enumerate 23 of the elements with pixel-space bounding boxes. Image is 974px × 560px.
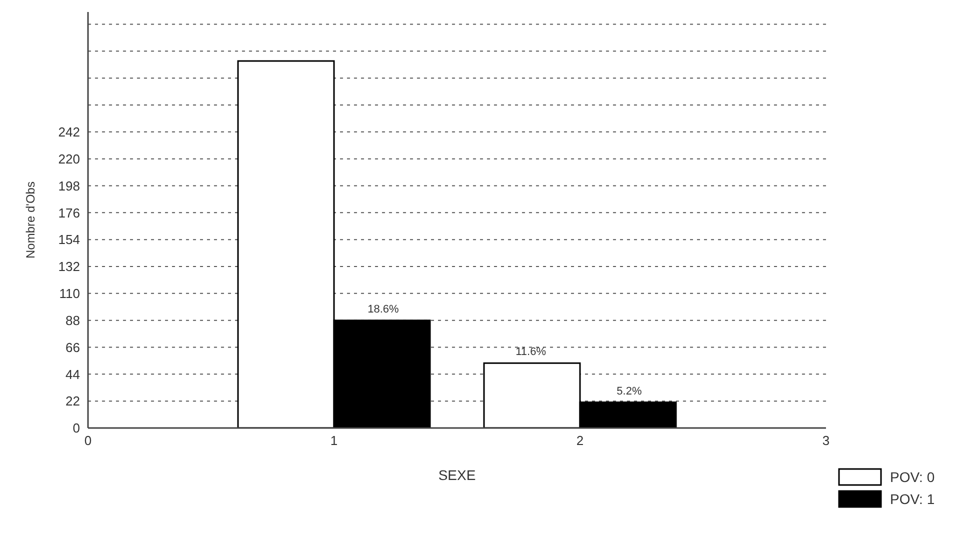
y-tick-label: 66 — [66, 340, 80, 355]
x-tick-label: 1 — [330, 433, 338, 448]
y-tick-label: 88 — [66, 312, 80, 328]
x-tick-label: 2 — [576, 433, 584, 448]
y-axis-title: Nombre d'Obs — [23, 182, 38, 258]
annotation: 5.2% — [616, 385, 642, 398]
legend-label: POV: 0 — [890, 469, 935, 485]
x-tick-label: 3 — [822, 433, 830, 448]
y-tick-label: 220 — [58, 151, 80, 166]
annotation: 18.6% — [368, 303, 400, 316]
x-tick-label: 0 — [84, 433, 92, 448]
y-tick-label: 44 — [66, 366, 80, 382]
y-tick-label: 22 — [66, 394, 80, 409]
x-axis-title: SEXE — [438, 467, 476, 483]
annotation: 11.6% — [516, 346, 546, 358]
y-tick-label: 132 — [58, 259, 80, 274]
y-tick-label: 154 — [58, 232, 80, 248]
y-tick-label: 0 — [72, 420, 80, 436]
y-tick-label: 110 — [59, 286, 80, 302]
legend-label: POV: 1 — [890, 491, 935, 507]
y-tick-label: 198 — [58, 178, 80, 194]
y-tick-label: 242 — [58, 124, 80, 140]
y-tick-label: 176 — [58, 205, 80, 220]
